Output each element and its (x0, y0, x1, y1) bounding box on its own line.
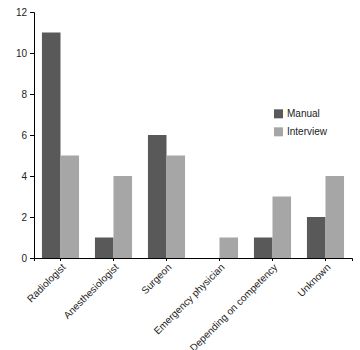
y-tick-label: 10 (16, 48, 28, 59)
y-tick: 6 (21, 130, 34, 141)
y-tick: 4 (21, 171, 34, 182)
y-tick-label: 8 (21, 89, 27, 100)
bar (273, 197, 292, 259)
legend-item: Interview (274, 126, 328, 137)
y-tick: 8 (21, 89, 34, 100)
y-tick-label: 2 (21, 212, 27, 223)
x-tick-label: Unknown (295, 262, 332, 299)
x-axis-line (35, 259, 353, 262)
y-tick: 0 (21, 253, 34, 264)
y-tick-mark (30, 94, 34, 95)
bar (326, 176, 345, 258)
y-axis: 0 2 4 6 8 10 12 (16, 7, 35, 264)
x-tick-label: Radiologist (25, 261, 68, 304)
y-tick-mark (30, 217, 34, 218)
plot: 0 2 4 6 8 10 12 RadiologistAnesthesiologist Surg… (16, 7, 353, 350)
y-tick-label: 0 (21, 253, 27, 264)
x-tick: Unknown (295, 258, 332, 299)
x-tick-label: Depending on competency (188, 262, 280, 350)
y-tick-label: 4 (21, 171, 27, 182)
bars (42, 33, 344, 259)
x-tick-mark (113, 258, 114, 261)
bar (201, 258, 220, 259)
chart: 0 2 4 6 8 10 12 RadiologistAnesthesiologist Surg… (0, 0, 360, 350)
x-tick-mark (272, 258, 273, 261)
y-tick-mark (30, 258, 34, 259)
bar (307, 217, 326, 258)
x-tick-mark (325, 258, 326, 261)
bar (61, 156, 80, 259)
x-tick: Depending on competency (188, 258, 280, 350)
legend-swatch (274, 109, 283, 118)
legend: Manual Interview (274, 108, 328, 137)
y-tick: 10 (16, 48, 34, 59)
x-tick-mark (166, 258, 167, 261)
x-tick-label: Anesthesiologist (61, 261, 120, 320)
bar (114, 176, 133, 258)
x-tick: Anesthesiologist (61, 258, 120, 321)
x-tick-label: Surgeon (139, 262, 174, 297)
y-tick-mark (30, 176, 34, 177)
y-tick: 2 (21, 212, 34, 223)
bar (220, 238, 239, 259)
y-tick: 12 (16, 7, 34, 18)
x-tick-mark (219, 258, 220, 261)
y-tick-mark (30, 53, 34, 54)
y-tick-mark (30, 135, 34, 136)
x-tick: Surgeon (139, 258, 174, 296)
bar (42, 33, 61, 259)
x-tick-mark (60, 258, 61, 261)
bar (167, 156, 186, 259)
legend-label: Manual (287, 108, 320, 119)
y-axis-line (30, 13, 35, 259)
y-tick-mark (30, 12, 34, 13)
bar (148, 135, 167, 258)
bar (95, 238, 114, 259)
y-tick-label: 6 (21, 130, 27, 141)
legend-swatch (274, 127, 283, 136)
legend-label: Interview (287, 126, 328, 137)
legend-item: Manual (274, 108, 320, 119)
bar (254, 238, 273, 259)
y-tick-label: 12 (16, 7, 28, 18)
x-axis: RadiologistAnesthesiologistSurgeonEmerge… (25, 258, 353, 350)
x-tick: Radiologist (25, 258, 68, 304)
